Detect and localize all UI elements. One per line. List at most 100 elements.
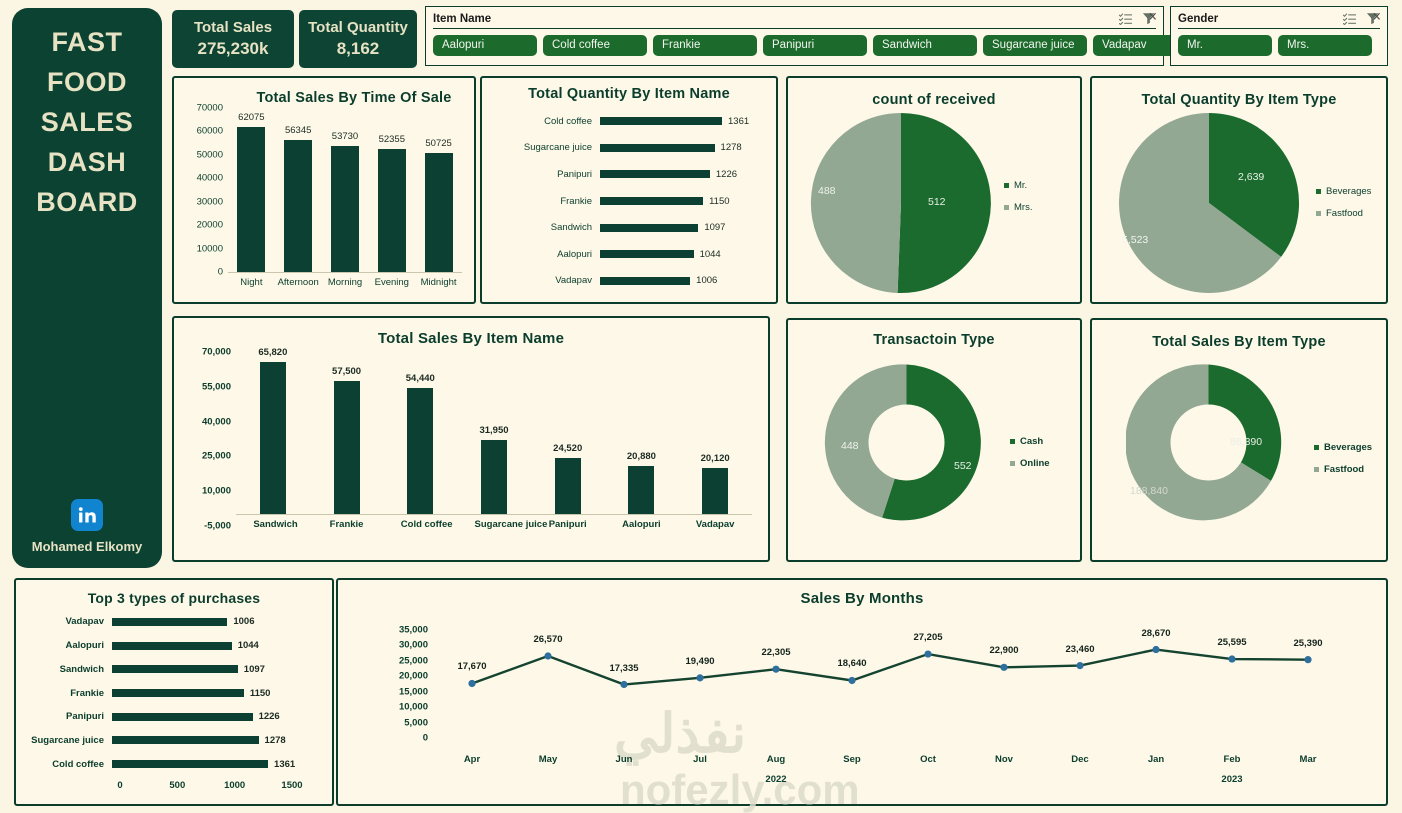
bar[interactable]	[112, 760, 269, 769]
bar[interactable]	[284, 139, 313, 272]
slicer-option-mr[interactable]: Mr.	[1178, 35, 1272, 56]
slicer-title: Gender	[1178, 12, 1219, 25]
bar[interactable]	[600, 250, 694, 259]
x-axis-category-label: Afternoon	[277, 277, 319, 288]
bar-value-label: 62075	[238, 111, 265, 123]
bar[interactable]	[407, 388, 434, 515]
bar-column[interactable]: 53730 Morning	[328, 108, 362, 288]
x-axis-month-label: Dec	[1071, 754, 1089, 765]
bar[interactable]	[600, 197, 704, 205]
bar-category-label: Vadapav	[65, 616, 104, 628]
x-axis-category-label: Panipuri	[548, 519, 587, 531]
bar[interactable]	[112, 641, 232, 650]
bar-column[interactable]: 62075 Night	[237, 108, 266, 288]
x-axis-month-label: Oct	[920, 754, 936, 765]
x-axis-month-label: Feb	[1223, 754, 1241, 765]
slicer-option-cold-coffee[interactable]: Cold coffee	[543, 35, 647, 56]
bar[interactable]	[600, 223, 699, 232]
bar-value-label: 54,440	[405, 373, 435, 385]
clear-filter-icon[interactable]	[1142, 12, 1156, 25]
bar[interactable]	[600, 143, 715, 152]
bar-category-label: Cold coffee	[52, 758, 104, 770]
bar-row[interactable]: Vadapav 1006	[16, 613, 332, 631]
bar-row[interactable]: Cold coffee 1361	[16, 755, 332, 773]
slicer-gender[interactable]: Gender	[1170, 6, 1388, 66]
slicer-option-mrs[interactable]: Mrs.	[1278, 35, 1372, 56]
data-point-label: 19,490	[685, 655, 715, 667]
bar-value-label: 65,820	[258, 346, 288, 358]
slicer-option-sugarcane-juice[interactable]: Sugarcane juice	[983, 35, 1087, 56]
bar[interactable]	[112, 712, 253, 721]
bar[interactable]	[237, 126, 266, 272]
bar-row[interactable]: Frankie 1150	[482, 192, 776, 210]
y-axis-tick-label: 15,000	[398, 686, 428, 698]
bar-column[interactable]: 56345 Afternoon	[278, 108, 319, 288]
plot-area: -5,000 10,000 25,000 40,000 55,000 70,000 65,8…	[202, 347, 752, 532]
y-axis-tick-label: 10000	[196, 243, 223, 255]
bar-row[interactable]: Sugarcane juice 1278	[16, 731, 332, 749]
legend-item: Online	[1010, 458, 1050, 469]
bar-column[interactable]: 57,500 Frankie	[330, 352, 364, 530]
bar-category-label: Cold coffee	[544, 115, 592, 127]
slicer-option-panipuri[interactable]: Panipuri	[763, 35, 867, 56]
bar-column[interactable]: 65,820 Sandwich	[253, 347, 297, 531]
multi-select-icon[interactable]	[1343, 12, 1357, 25]
bar[interactable]	[600, 117, 722, 126]
x-axis-category-label: Evening	[374, 277, 409, 288]
bar-row[interactable]: Sandwich 1097	[482, 219, 776, 237]
bar-value-label: 1278	[720, 142, 742, 154]
bar[interactable]	[333, 381, 360, 515]
slicer-option-sandwich[interactable]: Sandwich	[873, 35, 977, 56]
bar[interactable]	[112, 689, 244, 697]
bar-column[interactable]: 54,440 Cold coffee	[401, 352, 453, 530]
bar[interactable]	[331, 146, 359, 272]
bar[interactable]	[259, 361, 286, 515]
bar-column[interactable]: 20,120 Vadapav	[696, 352, 735, 531]
bar-value-label: 1006	[233, 616, 255, 628]
bar[interactable]	[377, 149, 406, 272]
bar-column[interactable]: 20,880 Aalopuri	[622, 352, 661, 530]
y-axis-tick-label: 35,000	[398, 624, 428, 636]
clear-filter-icon[interactable]	[1366, 12, 1380, 25]
x-axis-tick-label: 0	[117, 780, 123, 791]
bar[interactable]	[112, 736, 259, 745]
y-axis-tick-label: 0	[422, 732, 428, 744]
bar[interactable]	[424, 153, 453, 272]
slicer-option-aalopuri[interactable]: Aalopuri	[433, 35, 537, 56]
line-series-graphic	[468, 645, 1312, 689]
bar-row[interactable]: Panipuri 1226	[482, 165, 776, 183]
data-point-label: 25,595	[1217, 637, 1247, 649]
bar[interactable]	[481, 440, 507, 515]
slicer-option-frankie[interactable]: Frankie	[653, 35, 757, 56]
bar-column[interactable]: 24,520 Panipuri	[549, 352, 587, 531]
linkedin-icon[interactable]	[71, 499, 103, 531]
bar-row[interactable]: Sugarcane juice 1278	[482, 139, 776, 157]
bar-row[interactable]: Sandwich 1097	[16, 660, 332, 678]
legend-label: Mr.	[1014, 180, 1028, 191]
multi-select-icon[interactable]	[1119, 12, 1133, 25]
bar[interactable]	[600, 276, 691, 285]
x-axis-category-label: Night	[240, 277, 263, 288]
plot-area: Vadapav 1006 Aalopuri 1044 Sandwich 1097 Frank…	[16, 610, 332, 798]
bar[interactable]	[112, 617, 228, 626]
bar-value-label: 56345	[284, 124, 312, 136]
legend-swatch-icon	[1010, 439, 1015, 444]
bar[interactable]	[600, 170, 710, 179]
chart-total-quantity-by-item-type: Total Quantity By Item Type 2,639 5,523 …	[1090, 76, 1388, 304]
bar-row[interactable]: Panipuri 1226	[16, 708, 332, 726]
bar-row[interactable]: Vadapav 1006	[482, 272, 776, 290]
bar-row[interactable]: Aalopuri 1044	[482, 245, 776, 263]
bar[interactable]	[554, 457, 581, 515]
bar-column[interactable]: 50725 Midnight	[421, 108, 457, 288]
bar-column[interactable]: 31,950 Sugarcane juice	[475, 352, 548, 530]
bar[interactable]	[702, 467, 729, 515]
bar[interactable]	[112, 665, 238, 674]
bar-column[interactable]: 52355 Evening	[375, 108, 409, 288]
bar-row[interactable]: Aalopuri 1044	[16, 637, 332, 655]
slicer-item-name[interactable]: Item Name	[425, 6, 1197, 66]
bar[interactable]	[628, 465, 655, 515]
donut-graphic	[1126, 364, 1282, 521]
bar-row[interactable]: Cold coffee 1361	[482, 112, 776, 130]
bar-row[interactable]: Frankie 1150	[16, 684, 332, 702]
bar-category-label: Vadapav	[555, 275, 592, 287]
